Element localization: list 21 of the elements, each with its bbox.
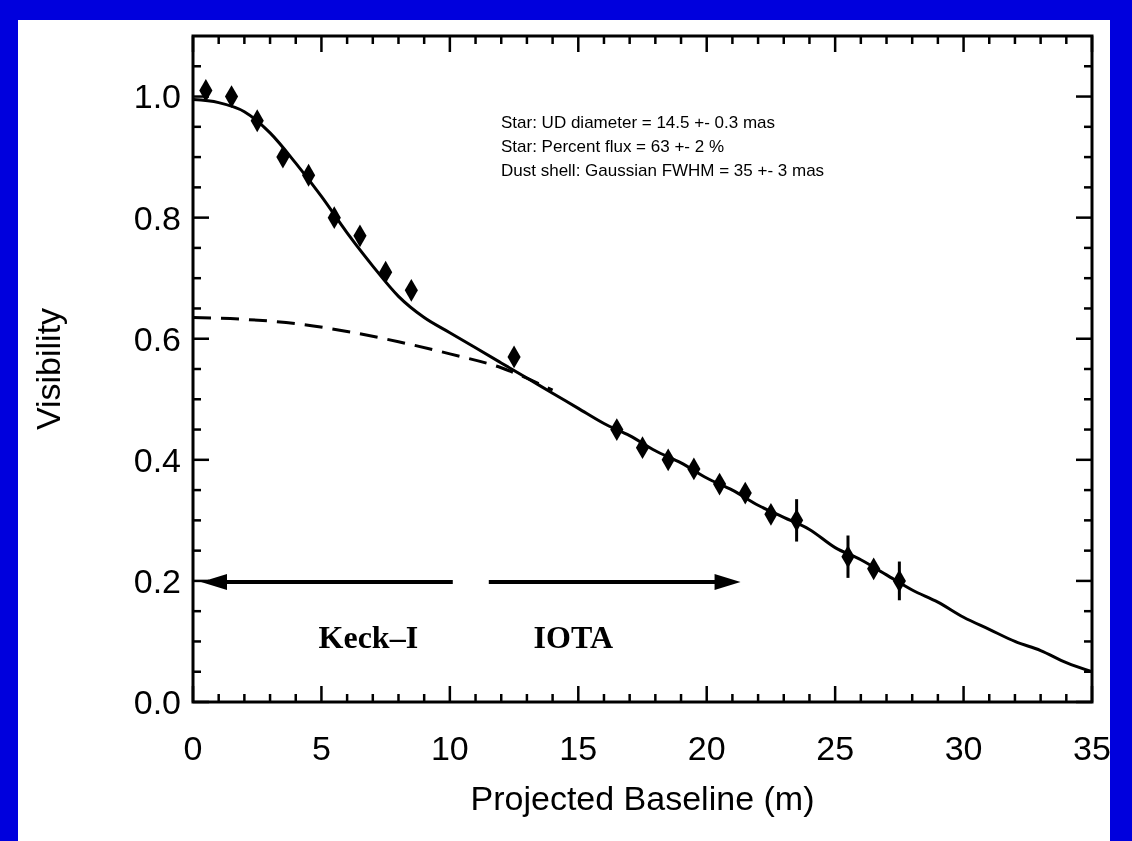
annotation: Keck–I: [318, 619, 419, 656]
x-tick-label: 10: [430, 729, 469, 767]
annotation: Star: Percent flux = 63 +- 2 %: [501, 137, 725, 156]
x-tick-label: 35: [1073, 729, 1111, 767]
annotation: IOTA: [533, 619, 613, 656]
x-tick-label: 5: [311, 729, 331, 767]
x-tick-label: 25: [816, 729, 855, 767]
y-tick-label: 0.0: [133, 682, 181, 721]
y-tick-label: 0.4: [133, 440, 181, 479]
y-tick-label: 1.0: [133, 77, 181, 116]
y-tick-label: 0.2: [133, 561, 181, 600]
annotation: Star: UD diameter = 14.5 +- 0.3 mas: [501, 113, 776, 132]
x-tick-label: 0: [183, 729, 203, 767]
x-tick-label: 15: [559, 729, 598, 767]
y-tick-label: 0.8: [133, 198, 181, 237]
x-tick-label: 20: [687, 729, 726, 767]
y-tick-label: 0.6: [133, 319, 181, 358]
x-tick-label: 30: [944, 729, 983, 767]
x-axis-title: Projected Baseline (m): [470, 779, 815, 817]
annotation: Dust shell: Gaussian FWHM = 35 +- 3 mas: [501, 161, 825, 180]
y-axis-title: Visibility: [29, 307, 67, 431]
